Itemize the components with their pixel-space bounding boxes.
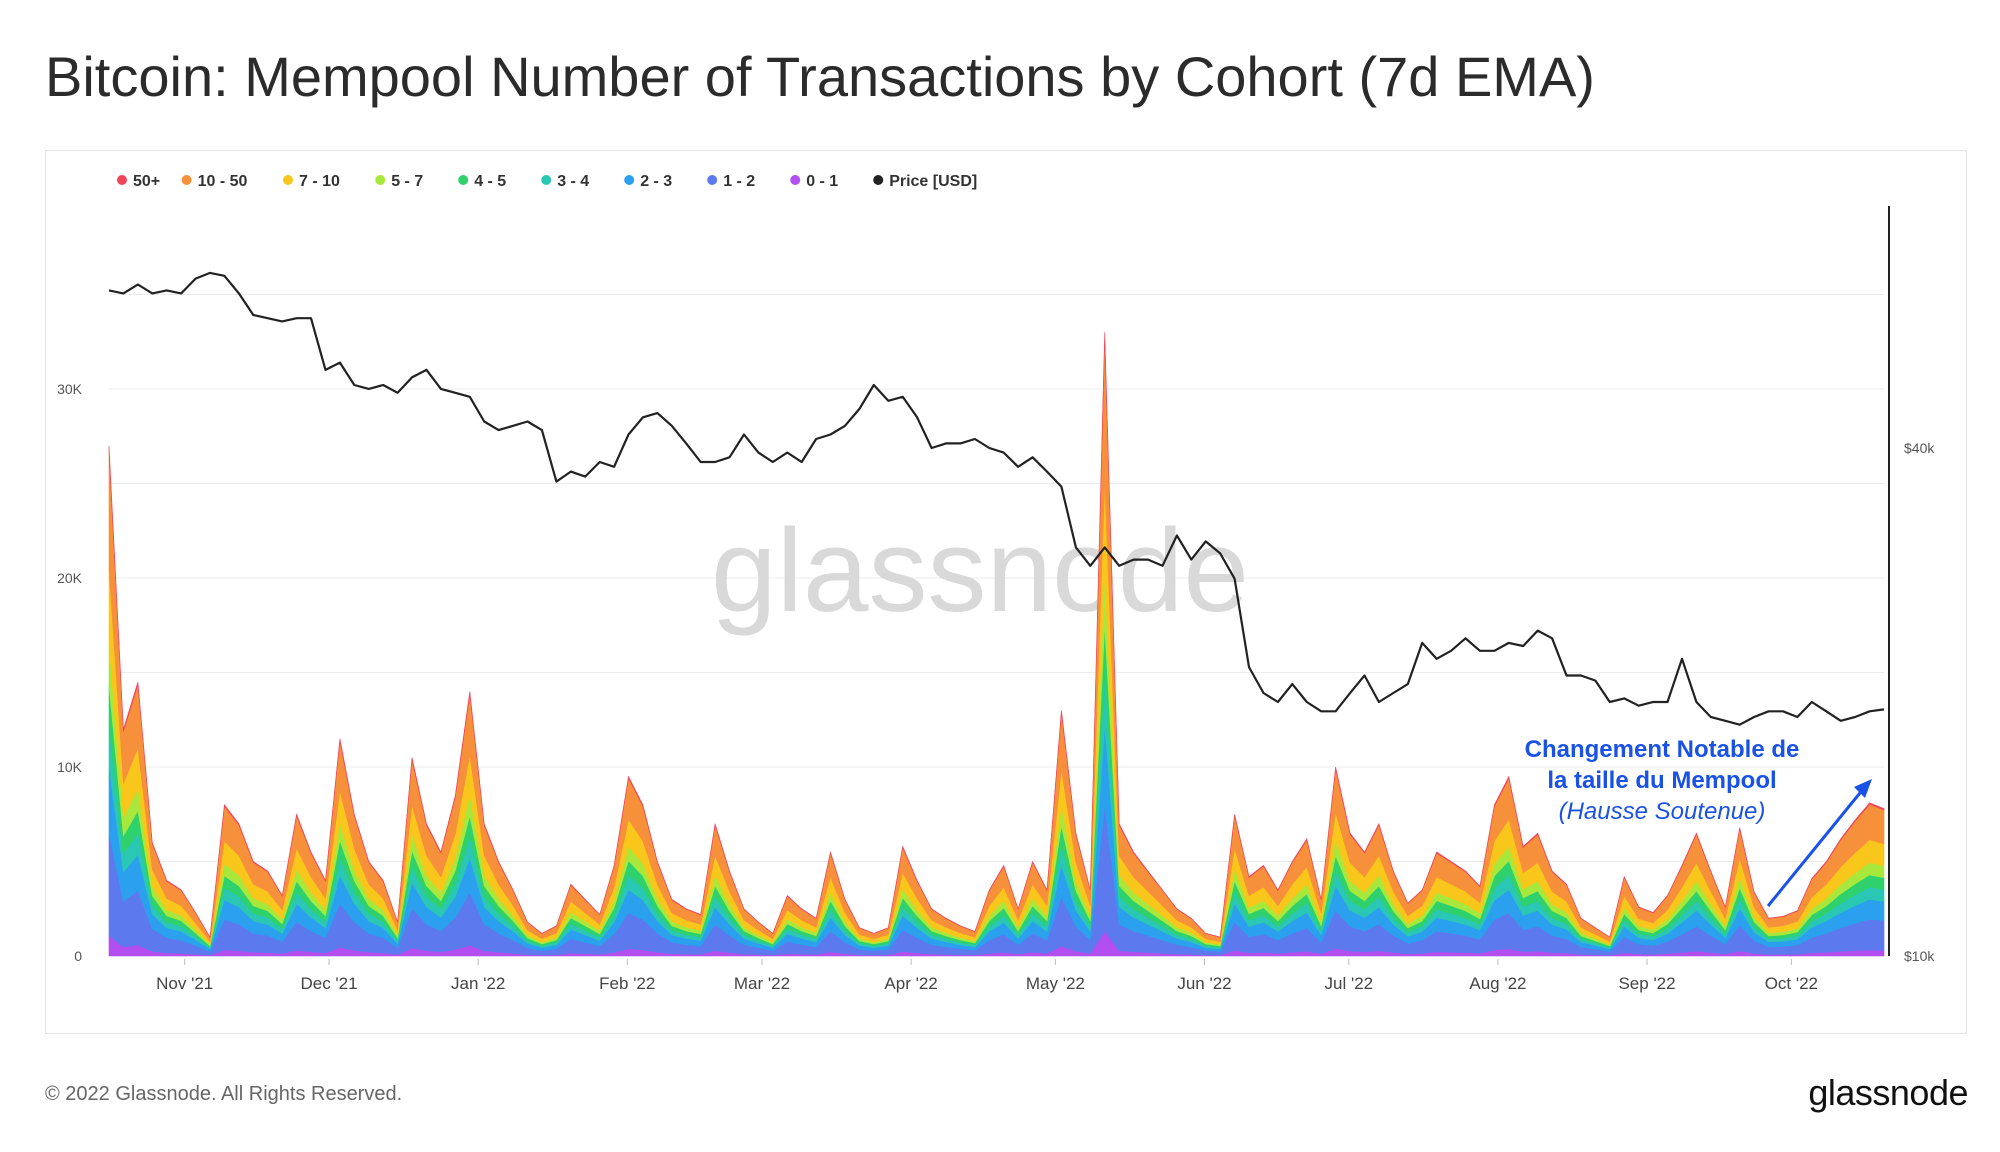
- copyright-footer: © 2022 Glassnode. All Rights Reserved.: [45, 1083, 403, 1105]
- y-tick-label: 0: [74, 948, 82, 964]
- x-tick-label: Apr '22: [884, 974, 937, 993]
- chart-svg: glassnode 0 10K 20K 30K $10k $40k Nov '21 Dec…: [57, 173, 1935, 993]
- legend-item: 2 - 3: [640, 173, 672, 190]
- x-axis-ticks: Nov '21 Dec '21 Jan '22 Feb '22 Mar '22 Apr '…: [156, 959, 1818, 993]
- legend-dot: [458, 175, 469, 185]
- annotation-arrow-head: [1854, 779, 1872, 798]
- legend-item: 1 - 2: [723, 173, 755, 190]
- legend-dot: [707, 175, 718, 185]
- price-line: [108, 271, 1885, 726]
- legend-dot: [283, 175, 293, 185]
- x-tick-label: Jul '22: [1325, 974, 1374, 993]
- x-tick-label: Sep '22: [1618, 974, 1675, 993]
- legend-dot: [790, 175, 801, 185]
- watermark-text: glassnode: [711, 505, 1249, 637]
- x-tick-label: Jun '22: [1177, 974, 1231, 993]
- brand-logo: glassnode: [1808, 1072, 1968, 1113]
- legend-item: 4 - 5: [474, 173, 506, 190]
- legend-item: 5 - 7: [391, 173, 423, 190]
- annotation-line-3: (Hausse Soutenue): [1559, 798, 1766, 825]
- annotation-line-2: la taille du Mempool: [1547, 767, 1776, 794]
- x-tick-label: Dec '21: [300, 974, 357, 993]
- legend-item: 50+: [133, 173, 160, 190]
- legend-dot: [375, 175, 386, 185]
- y2-axis-ticks: $10k $40k: [1904, 440, 1935, 964]
- stacked-areas: [108, 332, 1885, 957]
- chart-legend: 50+ 10 - 50 7 - 10 5 - 7 4 - 5 3 - 4 2 - 3 1 - …: [117, 173, 977, 190]
- area-50+: [108, 332, 1885, 939]
- annotation-arrow-line: [1766, 787, 1866, 907]
- legend-item: 0 - 1: [806, 173, 838, 190]
- y-tick-label: 20K: [57, 570, 83, 586]
- page-title: Bitcoin: Mempool Number of Transactions …: [45, 45, 1595, 108]
- annotation-line-1: Changement Notable de: [1525, 736, 1800, 763]
- legend-dot: [181, 175, 192, 185]
- area-10-50: [108, 338, 1885, 943]
- x-tick-label: May '22: [1026, 974, 1085, 993]
- x-tick-label: Aug '22: [1469, 974, 1526, 993]
- x-tick-label: Oct '22: [1765, 974, 1818, 993]
- annotation: Changement Notable de la taille du Mempo…: [1525, 736, 1872, 907]
- legend-item: 7 - 10: [299, 173, 340, 190]
- x-tick-label: Jan '22: [451, 974, 505, 993]
- y2-tick-label: $40k: [1904, 440, 1935, 456]
- x-tick-label: Mar '22: [734, 974, 790, 993]
- legend-item: 10 - 50: [198, 173, 248, 190]
- legend-dot: [873, 175, 884, 185]
- y2-tick-label: $10k: [1904, 948, 1935, 964]
- y-tick-label: 30K: [57, 381, 83, 397]
- legend-dot: [117, 175, 127, 185]
- legend-item: Price [USD]: [889, 173, 977, 190]
- legend-item: 3 - 4: [557, 173, 589, 190]
- x-tick-label: Nov '21: [156, 974, 213, 993]
- price-series: [108, 271, 1885, 726]
- y-axis-ticks: 0 10K 20K 30K: [57, 381, 83, 964]
- x-tick-label: Feb '22: [599, 974, 655, 993]
- legend-dot: [624, 175, 635, 185]
- y-tick-label: 10K: [57, 759, 83, 775]
- legend-dot: [541, 175, 552, 185]
- chart-panel: glassnode 0 10K 20K 30K $10k $40k Nov '21 Dec…: [45, 150, 1967, 1034]
